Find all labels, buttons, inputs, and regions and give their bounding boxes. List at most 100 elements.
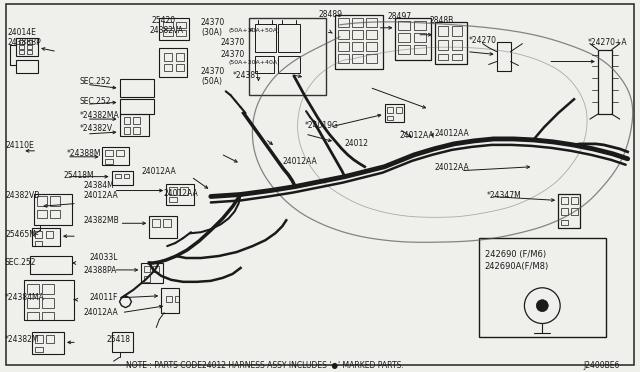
Bar — [102, 147, 129, 165]
Bar — [414, 33, 426, 42]
Bar — [352, 30, 363, 39]
Bar — [164, 64, 172, 71]
Bar — [154, 266, 159, 272]
Bar — [145, 266, 150, 272]
Bar — [163, 219, 171, 227]
Bar — [176, 64, 184, 71]
Bar — [34, 193, 72, 225]
Bar — [24, 280, 74, 320]
Bar — [159, 18, 189, 40]
Bar — [278, 55, 300, 73]
Text: SEC.252: SEC.252 — [80, 97, 111, 106]
Text: 24014E: 24014E — [8, 28, 36, 37]
Bar — [387, 107, 394, 113]
Text: 24012: 24012 — [345, 139, 369, 148]
Bar — [385, 104, 404, 122]
Bar — [35, 241, 42, 246]
Text: *24270+A: *24270+A — [588, 38, 628, 47]
Bar — [335, 15, 383, 70]
Bar — [17, 60, 38, 73]
Bar — [352, 42, 363, 51]
Bar — [255, 24, 276, 52]
Bar — [598, 49, 612, 114]
Bar — [163, 22, 173, 28]
Text: *24381: *24381 — [233, 71, 260, 80]
Text: (50A+30A+50A): (50A+30A+50A) — [228, 28, 280, 33]
Text: 24388PA: 24388PA — [84, 266, 117, 275]
Text: 24370: 24370 — [201, 67, 225, 77]
Text: 24012AA: 24012AA — [434, 129, 469, 138]
Text: 24370: 24370 — [221, 49, 245, 59]
Bar — [124, 127, 131, 134]
Bar — [164, 52, 172, 61]
Bar — [398, 33, 410, 42]
Bar — [352, 54, 363, 62]
Bar — [176, 52, 184, 61]
Circle shape — [536, 300, 548, 312]
Text: 242690 (F/M6): 242690 (F/M6) — [484, 250, 546, 259]
Bar — [435, 22, 467, 64]
Text: 24384M: 24384M — [84, 181, 115, 190]
Bar — [111, 171, 133, 185]
Bar — [35, 231, 42, 238]
Bar — [28, 284, 39, 294]
Bar — [338, 30, 349, 39]
Bar — [149, 217, 177, 238]
Text: 25420: 25420 — [151, 16, 175, 25]
Bar — [176, 22, 186, 28]
Bar — [396, 107, 403, 113]
Bar — [338, 54, 349, 62]
Text: 24012AA: 24012AA — [141, 167, 176, 176]
Bar — [28, 312, 39, 320]
Text: 24012AA: 24012AA — [434, 163, 469, 172]
Text: *24384MA: *24384MA — [4, 293, 44, 302]
Text: 28489: 28489 — [318, 10, 342, 19]
Bar — [338, 18, 349, 27]
Bar — [115, 174, 120, 178]
Text: (50A+30A+40A): (50A+30A+40A) — [228, 60, 280, 64]
Text: 24012AA: 24012AA — [282, 157, 317, 166]
Text: 242690A(F/M8): 242690A(F/M8) — [484, 262, 549, 271]
Text: *24382V: *24382V — [80, 124, 113, 133]
Bar — [50, 196, 60, 206]
Text: SEC.252: SEC.252 — [4, 258, 36, 267]
Bar — [398, 45, 410, 54]
Bar — [365, 30, 376, 39]
Bar — [166, 296, 172, 302]
Bar — [365, 54, 376, 62]
Bar — [180, 187, 188, 195]
Bar — [438, 40, 448, 49]
Bar — [111, 333, 133, 352]
Bar — [19, 45, 24, 49]
Text: 24388BP: 24388BP — [8, 38, 41, 47]
Bar — [479, 238, 606, 337]
Bar — [46, 336, 54, 343]
Bar — [561, 208, 568, 215]
Bar — [32, 228, 60, 246]
Bar — [175, 296, 179, 302]
Bar — [414, 45, 426, 54]
Bar — [159, 48, 187, 77]
Bar — [19, 40, 24, 44]
Bar — [176, 30, 186, 36]
Text: *24347M: *24347M — [486, 190, 522, 199]
Bar — [42, 284, 54, 294]
Text: 24382MB: 24382MB — [84, 217, 120, 225]
Bar — [120, 114, 149, 136]
Bar — [558, 193, 580, 228]
Text: 2848B: 2848B — [429, 16, 453, 25]
Text: 24370: 24370 — [221, 38, 245, 47]
Text: 24011F: 24011F — [90, 293, 118, 302]
Bar — [387, 116, 394, 120]
Bar — [141, 263, 163, 283]
Bar — [571, 208, 578, 215]
Bar — [365, 42, 376, 51]
Text: 24033L: 24033L — [90, 253, 118, 262]
Bar — [124, 117, 131, 124]
Bar — [497, 42, 511, 71]
Bar — [133, 127, 140, 134]
Bar — [338, 42, 349, 51]
Bar — [169, 198, 177, 202]
Text: SEC.252: SEC.252 — [80, 77, 111, 86]
Bar — [42, 312, 54, 320]
